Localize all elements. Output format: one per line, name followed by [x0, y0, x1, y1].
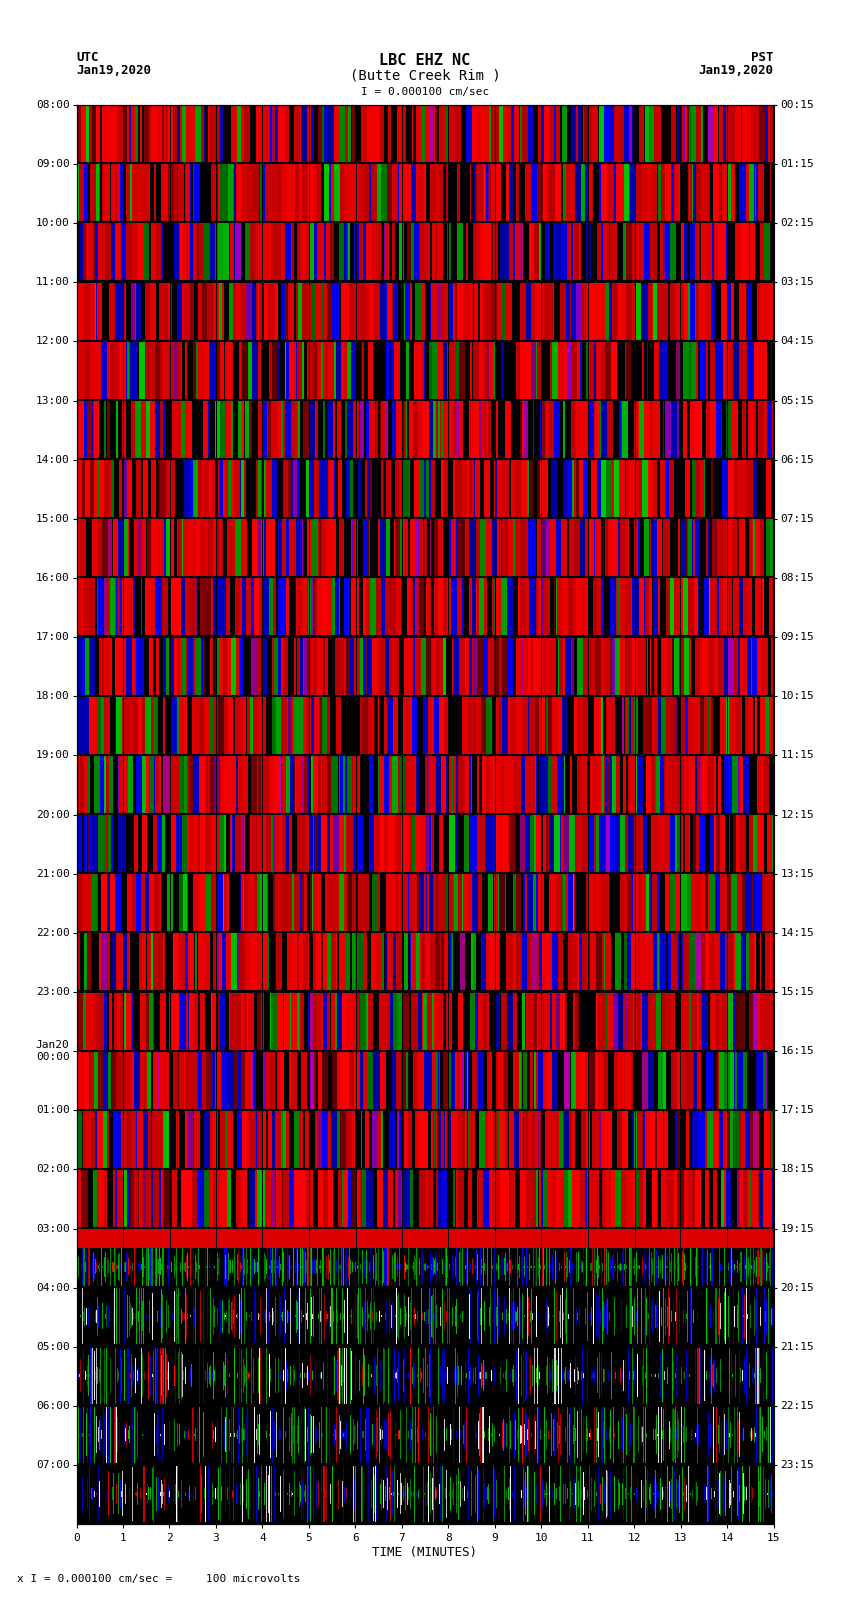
- Text: LBC EHZ NC: LBC EHZ NC: [379, 53, 471, 68]
- Text: Jan19,2020: Jan19,2020: [76, 65, 151, 77]
- Text: I = 0.000100 cm/sec: I = 0.000100 cm/sec: [361, 87, 489, 97]
- Text: Jan19,2020: Jan19,2020: [699, 65, 774, 77]
- Text: UTC: UTC: [76, 50, 99, 65]
- X-axis label: TIME (MINUTES): TIME (MINUTES): [372, 1547, 478, 1560]
- Text: (Butte Creek Rim ): (Butte Creek Rim ): [349, 68, 501, 82]
- Text: x I = 0.000100 cm/sec =     100 microvolts: x I = 0.000100 cm/sec = 100 microvolts: [17, 1574, 301, 1584]
- Text: PST: PST: [751, 50, 774, 65]
